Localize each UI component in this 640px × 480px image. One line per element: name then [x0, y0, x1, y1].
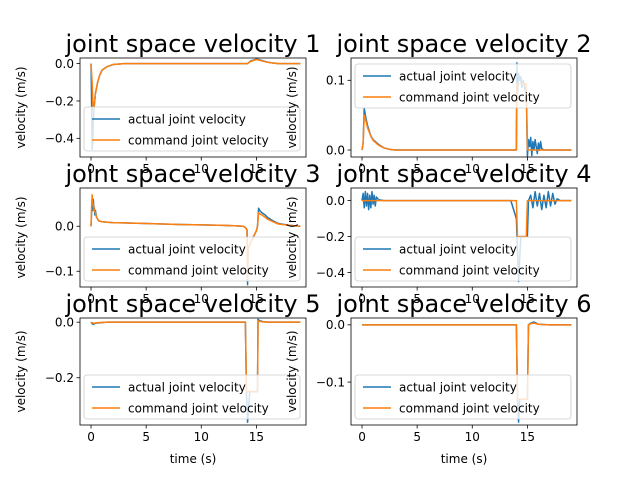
legend-label-2: command joint velocity: [399, 90, 540, 104]
y-axis-label-4: velocity (m/s): [285, 196, 299, 278]
chart-panel-4: 0 5 10 15 0.0 −0.2 −0.4 velocity (m/s) actual jo…: [285, 187, 578, 306]
x-tick-label-4: 10: [465, 292, 480, 306]
legend-box-4: [354, 236, 572, 282]
y-tick-label-6: 0.0: [326, 318, 345, 332]
legend-label-5: command joint velocity: [128, 401, 269, 415]
legend-box-6: [354, 374, 572, 420]
x-tick-label-2: 10: [465, 162, 480, 176]
x-tick-label-5: 15: [249, 430, 264, 444]
x-tick-label-5: 0: [87, 430, 95, 444]
legend-box-2: [354, 63, 572, 109]
x-tick-label-3: 0: [87, 292, 95, 306]
y-tick-label-4: −0.4: [316, 266, 345, 280]
legend-label-3: actual joint velocity: [128, 242, 246, 256]
x-tick-label-4: 5: [413, 292, 421, 306]
series-line-command-4: [362, 199, 572, 238]
x-axis-label-6: time (s): [441, 452, 488, 466]
chart-title-5: joint space velocity 5: [65, 290, 321, 318]
legend-4: actual joint velocity command joint veloc…: [354, 236, 572, 282]
axes-frame-6: [350, 317, 578, 426]
x-tick-label-4: 0: [358, 292, 366, 306]
y-tick-label-1: −0.2: [45, 94, 74, 108]
chart-title-2: joint space velocity 2: [336, 30, 592, 58]
series-line-command-1: [90, 58, 301, 112]
legend-label-5: actual joint velocity: [128, 380, 246, 394]
y-tick-label-1: 0.0: [55, 57, 74, 71]
axes-frame-2: [350, 57, 578, 158]
legend-label-1: command joint velocity: [128, 133, 269, 147]
legend-label-6: command joint velocity: [399, 401, 540, 415]
legend-2: actual joint velocity command joint veloc…: [354, 63, 572, 109]
legend-box-5: [83, 374, 301, 420]
x-tick-label-6: 5: [413, 430, 421, 444]
series-line-command-2: [361, 83, 572, 151]
legend-label-4: actual joint velocity: [399, 242, 517, 256]
x-tick-label-1: 0: [87, 162, 95, 176]
axes-frame-5: [79, 317, 307, 426]
y-axis-label-3: velocity (m/s): [14, 196, 28, 278]
y-tick-label-3: −0.1: [45, 265, 74, 279]
axes-frame-3: [79, 187, 307, 288]
legend-5: actual joint velocity command joint veloc…: [83, 374, 301, 420]
legend-box-1: [83, 106, 301, 152]
chart-title-1: joint space velocity 1: [65, 30, 321, 58]
x-tick-label-5: 10: [194, 430, 209, 444]
legend-label-2: actual joint velocity: [399, 69, 517, 83]
x-tick-label-2: 0: [358, 162, 366, 176]
y-tick-label-4: −0.2: [316, 230, 345, 244]
y-tick-label-5: −0.2: [45, 371, 74, 385]
axes-frame-4: [350, 187, 578, 288]
legend-label-3: command joint velocity: [128, 263, 269, 277]
legend-label-1: actual joint velocity: [128, 112, 246, 126]
y-tick-label-1: −0.4: [45, 132, 74, 146]
x-tick-label-6: 0: [358, 430, 366, 444]
x-tick-label-1: 10: [194, 162, 209, 176]
series-group-4: [361, 190, 572, 283]
y-tick-label-3: 0.0: [55, 220, 74, 234]
legend-label-4: command joint velocity: [399, 263, 540, 277]
axes-frame-1: [79, 57, 307, 158]
y-tick-label-2: 0.1: [326, 74, 345, 88]
y-axis-label-1: velocity (m/s): [14, 66, 28, 148]
legend-box-3: [83, 236, 301, 282]
x-tick-label-5: 5: [142, 430, 150, 444]
x-tick-label-4: 15: [520, 292, 535, 306]
legend-label-6: actual joint velocity: [399, 380, 517, 394]
series-group-3: [90, 194, 301, 286]
x-tick-label-3: 5: [142, 292, 150, 306]
x-tick-label-6: 10: [465, 430, 480, 444]
y-axis-label-2: velocity (m/s): [285, 66, 299, 148]
y-tick-label-2: 0.0: [326, 143, 345, 157]
x-tick-label-1: 15: [249, 162, 264, 176]
chart-title-4: joint space velocity 4: [336, 160, 592, 188]
y-axis-label-6: velocity (m/s): [285, 330, 299, 412]
chart-panel-5: 0 5 10 15 0.0 −0.2 velocity (m/s) time (s) actua…: [14, 315, 307, 466]
x-tick-label-1: 5: [142, 162, 150, 176]
x-tick-label-2: 5: [413, 162, 421, 176]
series-line-command-3: [90, 194, 301, 281]
x-axis-label-5: time (s): [170, 452, 217, 466]
legend-3: actual joint velocity command joint veloc…: [83, 236, 301, 282]
y-tick-label-5: 0.0: [55, 315, 74, 329]
x-tick-label-2: 15: [520, 162, 535, 176]
legend-6: actual joint velocity command joint veloc…: [354, 374, 572, 420]
chart-title-3: joint space velocity 3: [65, 160, 321, 188]
x-tick-label-6: 15: [520, 430, 535, 444]
y-tick-label-6: −0.1: [316, 375, 345, 389]
x-tick-label-3: 10: [194, 292, 209, 306]
x-tick-label-3: 15: [249, 292, 264, 306]
chart-panel-6: 0 5 10 15 0.0 −0.1 velocity (m/s) time (s) actua…: [285, 317, 578, 466]
y-tick-label-4: 0.0: [326, 194, 345, 208]
chart-panel-2: 0 5 10 15 0.0 0.1 velocity (m/s) actual joint v…: [285, 57, 578, 176]
chart-title-6: joint space velocity 6: [336, 290, 592, 318]
y-axis-label-5: velocity (m/s): [14, 330, 28, 412]
legend-1: actual joint velocity command joint veloc…: [83, 106, 301, 152]
